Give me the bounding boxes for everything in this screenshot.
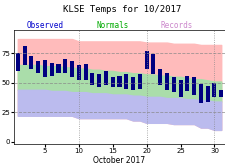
Bar: [184, 76, 189, 91]
X-axis label: October 2017: October 2017: [93, 156, 145, 165]
Bar: [16, 53, 20, 71]
Bar: [137, 74, 141, 89]
Bar: [70, 61, 74, 77]
Bar: [124, 74, 128, 89]
Bar: [110, 77, 114, 87]
Bar: [151, 54, 155, 74]
Text: Records: Records: [159, 21, 192, 30]
Bar: [198, 84, 202, 103]
Bar: [56, 64, 60, 73]
Bar: [83, 64, 87, 80]
Bar: [43, 60, 47, 77]
Bar: [90, 73, 94, 85]
Text: Observed: Observed: [27, 21, 63, 30]
Bar: [22, 46, 27, 65]
Bar: [144, 51, 148, 69]
Bar: [205, 86, 209, 102]
Bar: [130, 77, 135, 90]
Bar: [97, 74, 101, 87]
Bar: [104, 71, 108, 85]
Bar: [178, 80, 182, 97]
Bar: [50, 63, 54, 76]
Bar: [36, 61, 40, 73]
Bar: [117, 76, 121, 87]
Text: Normals: Normals: [96, 21, 129, 30]
Bar: [158, 69, 162, 85]
Bar: [212, 83, 216, 97]
Bar: [218, 90, 222, 97]
Bar: [164, 73, 168, 90]
Bar: [76, 65, 81, 80]
Text: KLSE Temps for 10/2017: KLSE Temps for 10/2017: [63, 5, 180, 14]
Bar: [63, 59, 67, 73]
Bar: [171, 77, 175, 92]
Bar: [191, 77, 195, 94]
Bar: [29, 56, 33, 69]
